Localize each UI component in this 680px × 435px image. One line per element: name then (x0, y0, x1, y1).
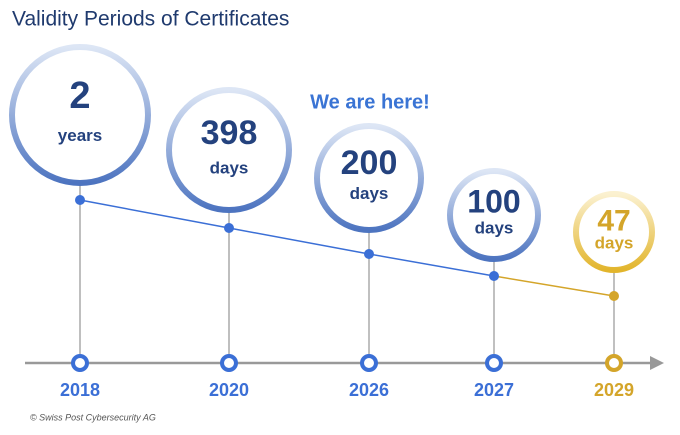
value-number: 200 (341, 144, 398, 182)
items: 2years2018398days2020200days2026100days2… (9, 44, 655, 400)
trend-dot (489, 271, 499, 281)
value-circle (447, 168, 541, 262)
axis-arrow (650, 356, 664, 370)
trend-line (368, 253, 495, 277)
axis-marker (220, 354, 238, 372)
year-label: 2027 (474, 380, 514, 400)
trend-dot (364, 249, 374, 259)
trend-dot (224, 223, 234, 233)
year-label: 2029 (594, 380, 634, 400)
value-circle (314, 123, 424, 233)
value-unit: days (350, 184, 389, 203)
value-number: 47 (597, 204, 630, 237)
trend-dot (75, 195, 85, 205)
annotation: We are here! (310, 91, 430, 113)
value-circle (573, 191, 655, 273)
axis-marker (71, 354, 89, 372)
year-label: 2026 (349, 380, 389, 400)
year-label: 2018 (60, 380, 100, 400)
value-unit: days (595, 234, 634, 253)
axis-marker (485, 354, 503, 372)
trend-line (493, 275, 615, 297)
axis-marker (605, 354, 623, 372)
value-unit: days (210, 159, 249, 178)
value-circle (166, 87, 292, 213)
value-unit: years (58, 126, 102, 145)
trend-line (79, 199, 230, 229)
value-number: 2 (69, 75, 90, 117)
value-number: 100 (467, 183, 520, 219)
value-unit: days (475, 219, 514, 238)
value-number: 398 (201, 114, 258, 152)
value-circle (9, 44, 151, 186)
year-label: 2020 (209, 380, 249, 400)
title: Validity Periods of Certificates (12, 8, 289, 31)
trend-line (228, 227, 370, 255)
axis-marker (360, 354, 378, 372)
trend-dot (609, 291, 619, 301)
credit: © Swiss Post Cybersecurity AG (30, 412, 156, 422)
